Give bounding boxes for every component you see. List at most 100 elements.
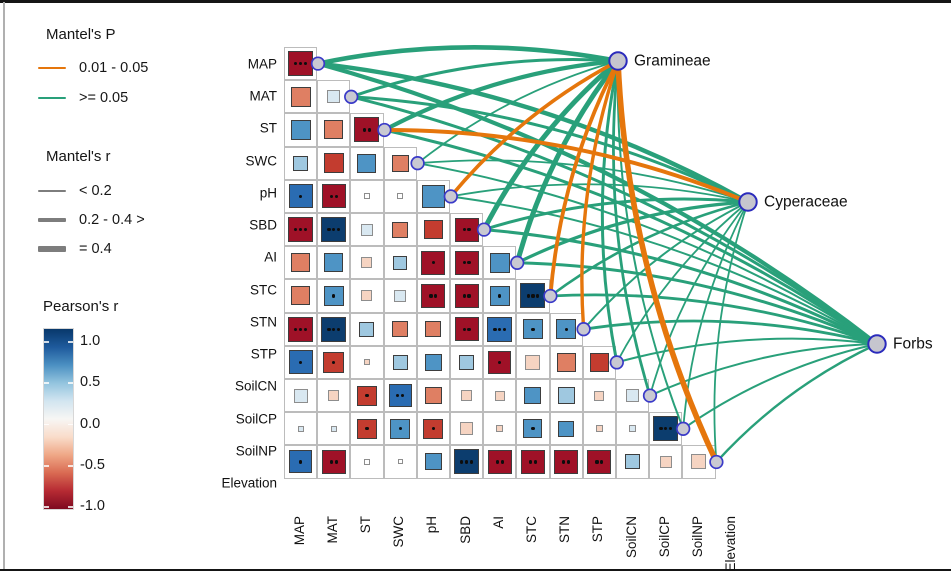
significance-stars [299,62,303,66]
correlation-square [659,455,672,468]
matrix-cell [284,445,318,479]
colorbar-tick-mark [68,423,73,426]
correlation-square [321,217,347,243]
correlation-square [392,354,408,370]
correlation-square [589,352,609,372]
mantel-p-legend-item: >= 0.05 [38,90,128,106]
col-label: STN [557,516,573,543]
matrix-cell [317,379,351,413]
matrix-cell [483,445,517,479]
row-label: MAP [247,56,277,72]
matrix-cell [450,412,484,446]
matrix-cell [582,445,616,479]
pearson-r-legend-title: Pearson's r [43,298,119,315]
correlation-square [392,221,409,238]
correlation-square [520,449,545,474]
significance-stars [334,194,338,198]
mantel-edge [549,293,879,346]
matrix-cell [284,379,318,413]
row-label: AI [264,249,277,265]
matrix-cell [350,379,384,413]
mantel-r-legend-item: 0.2 - 0.4 > [38,212,145,228]
row-label: ST [259,120,277,136]
row-label: STP [250,346,277,362]
significance-stars [329,194,333,198]
correlation-square [291,253,311,273]
correlation-square [357,153,377,173]
matrix-cell [450,445,484,479]
correlation-square [594,390,605,401]
correlation-square [323,153,344,174]
matrix-cell [284,113,318,147]
matrix-cell [450,279,484,313]
significance-stars [336,327,341,331]
significance-stars [564,327,568,331]
correlation-square [653,416,679,442]
matrix-cell [383,312,417,346]
correlation-square [354,117,380,143]
correlation-square [625,454,641,470]
correlation-square [425,321,442,338]
matrix-cell [483,246,517,280]
correlation-square [523,419,543,439]
correlation-square [327,90,341,104]
correlation-square [454,217,479,242]
matrix-cell [483,412,517,446]
mantel-r-legend-item: < 0.2 [38,183,112,199]
correlation-square [363,458,370,465]
col-label: SoilCP [656,516,672,558]
figure-left-border [3,2,5,569]
correlation-square [489,285,510,306]
significance-stars [299,327,303,331]
matrix-cell [350,246,384,280]
mantel-edge [315,45,621,66]
matrix-cell [516,312,550,346]
correlation-square [288,350,313,375]
significance-stars [533,460,537,464]
significance-stars [332,360,336,364]
matrix-cell [483,312,517,346]
matrix-cell [450,345,484,379]
row-label: MAT [249,88,278,104]
matrix-cell [649,412,683,446]
mantel-edge [349,58,620,99]
matrix-cell [350,279,384,313]
matrix-cell [317,279,351,313]
significance-stars [460,460,464,464]
significance-stars [299,360,303,364]
correlation-square [424,353,442,371]
matrix-cell [284,246,318,280]
mantel-p-legend-item: 0.01 - 0.05 [38,60,148,76]
matrix-cell [516,379,550,413]
matrix-cell [317,80,351,114]
significance-stars [429,294,433,298]
colorbar-tick-mark [44,341,49,343]
col-label: MAP [291,516,307,546]
significance-stars [562,460,566,464]
mantel-p-green-line [38,96,66,100]
col-label: SWC [391,516,407,548]
matrix-cell [350,113,384,147]
mantel-edge [549,200,750,298]
correlation-square [360,223,373,236]
correlation-square [324,253,344,273]
correlation-square [487,316,513,342]
significance-stars [462,327,466,331]
matrix-cell [416,246,450,280]
mantel-edge [481,58,621,233]
matrix-cell [416,179,450,213]
community-node [867,334,887,354]
mantel-edge [449,183,749,203]
colorbar-tick-mark [44,464,49,467]
significance-stars [294,62,298,66]
matrix-cell [450,213,484,247]
mantel-edge [582,201,749,331]
significance-stars [493,327,497,331]
significance-stars [566,460,571,464]
correlation-square [290,119,311,140]
correlation-square [496,425,504,433]
correlation-square [397,459,403,465]
matrix-cell [317,113,351,147]
mantel-edge [582,319,879,346]
correlation-square [423,220,443,240]
